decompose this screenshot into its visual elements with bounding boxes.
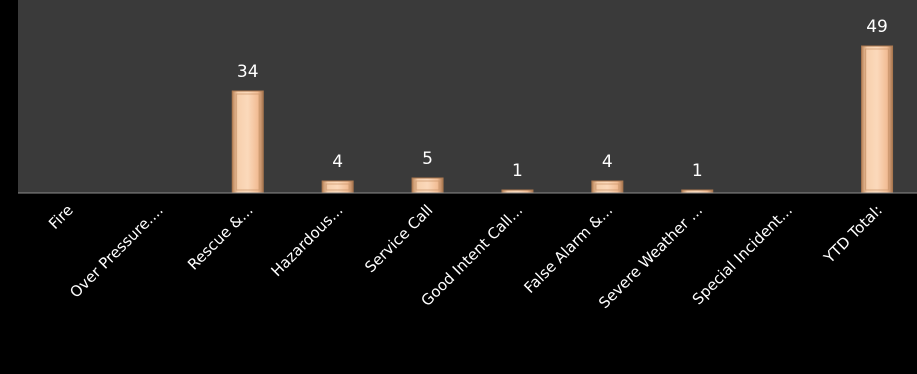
data-label: 1 (512, 161, 523, 181)
x-tick-label: Fire (45, 201, 77, 233)
x-tick-label: False Alarm &... (520, 201, 616, 297)
bar (231, 90, 264, 194)
data-label: 49 (866, 17, 888, 37)
bar (321, 180, 354, 194)
x-tick-label: Hazardous... (267, 201, 346, 280)
x-tick-label: Service Call (361, 201, 436, 276)
x-tick-label: Rescue &... (184, 201, 257, 274)
x-tick-label: Over Pressure.... (66, 201, 166, 301)
data-label: 5 (422, 149, 433, 169)
bar (591, 180, 624, 194)
data-label: 1 (692, 161, 703, 181)
data-label: 34 (237, 62, 259, 82)
data-label: 4 (332, 152, 343, 172)
bar (411, 177, 444, 194)
bar (861, 45, 894, 194)
data-label: 4 (602, 152, 613, 172)
x-tick-label: Special Incident... (689, 201, 796, 308)
plot-area (18, 0, 917, 193)
x-tick-label: Good Intent Call... (418, 201, 527, 310)
x-tick-label: YTD Total: (820, 201, 886, 267)
